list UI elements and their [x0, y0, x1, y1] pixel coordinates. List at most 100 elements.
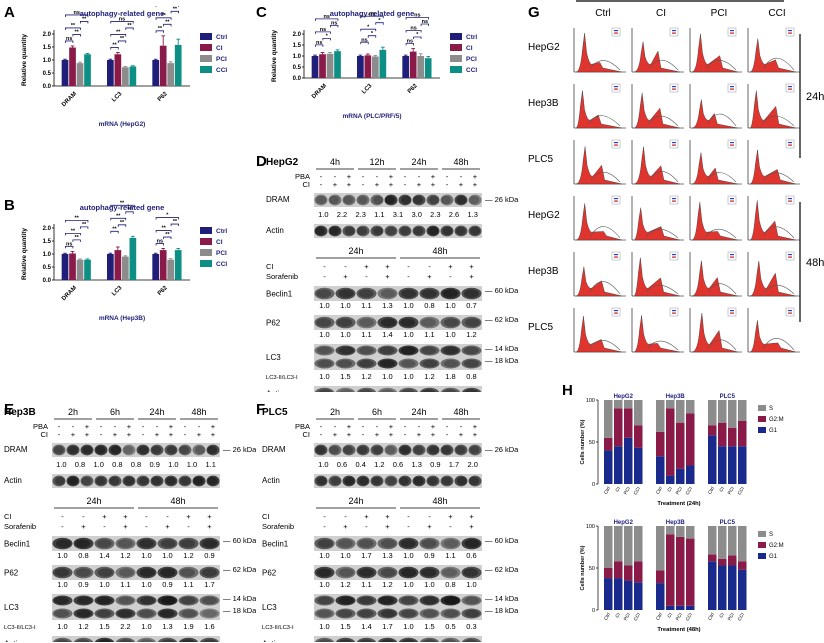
significance-bracket [155, 230, 172, 233]
lane-sign: + [81, 522, 86, 531]
band-lane [157, 636, 178, 642]
band-lane [440, 193, 454, 207]
lane-sign: - [82, 512, 85, 521]
histogram-plot [689, 139, 742, 185]
stack-segment [624, 408, 633, 438]
lane-sign: + [343, 272, 348, 281]
lane-sign: + [211, 422, 216, 431]
plot-legend-icon [669, 195, 679, 205]
group-label: 48h [806, 257, 824, 269]
histogram-plot [747, 27, 800, 73]
legend-label: PCI [216, 250, 227, 257]
quant-value: 1.3 [162, 622, 172, 631]
significance-label: ns [320, 27, 326, 33]
row-label: CI [4, 512, 12, 521]
legend-swatch [200, 238, 212, 245]
quant-value: 1.0 [403, 330, 413, 339]
lane-sign: - [428, 262, 431, 271]
significance-label: ** [112, 43, 117, 49]
y-tick-label: 0.0 [293, 76, 302, 82]
band-lane [150, 443, 164, 457]
lane-sign: + [102, 512, 107, 521]
stack-segment [686, 465, 695, 484]
y-axis-label: Relative quantity [271, 30, 278, 82]
quant-value: 1.0 [382, 372, 392, 381]
significance-label: * [367, 24, 370, 30]
band-lane [115, 607, 136, 620]
stack-segment [686, 413, 695, 466]
x-tick-label: LC3 [111, 91, 124, 104]
band-lane [440, 315, 461, 330]
lane-sign: + [427, 522, 432, 531]
quant-value: 1.0 [168, 460, 178, 469]
group-title: Hep3B [666, 394, 686, 400]
lane-sign: - [142, 430, 145, 439]
quant-value: 1.1 [205, 460, 215, 469]
band-lane [356, 443, 370, 457]
x-axis-label: Treatment (48h) [657, 627, 700, 633]
significance-label: ** [165, 232, 170, 238]
quant-value: 1.0 [319, 622, 329, 631]
stack-segment [728, 555, 737, 566]
stack-segment [728, 446, 737, 484]
quant-value: 1.0 [403, 301, 413, 310]
x-tick-label: Ctrl [603, 486, 612, 495]
lane-sign: - [72, 422, 75, 431]
significance-label: ** [161, 226, 166, 232]
legend-swatch [200, 33, 212, 40]
histogram-plot [631, 251, 684, 297]
band-lane [108, 474, 122, 488]
lane-sign: - [320, 422, 323, 431]
band-lane [398, 636, 419, 642]
quant-value: 1.2 [424, 372, 434, 381]
lane-sign: - [460, 422, 463, 431]
band-lane [164, 443, 178, 457]
time-label: 24h [411, 157, 426, 167]
lane-sign: + [347, 422, 352, 431]
lane-sign: + [389, 172, 394, 181]
lane-sign: + [186, 512, 191, 521]
band-label: LC3 [262, 603, 277, 612]
stack-segment [656, 456, 665, 484]
histogram-plot [689, 307, 742, 353]
significance-bracket [315, 31, 331, 34]
band-lane [377, 386, 398, 392]
y-tick-label: 0.5 [293, 65, 302, 71]
lane-sign: + [347, 172, 352, 181]
band-lane [314, 344, 335, 357]
band-lane [461, 536, 482, 551]
lane-sign: + [431, 430, 436, 439]
lane-sign: - [362, 180, 365, 189]
significance-label: ns [414, 13, 420, 19]
stack-segment [718, 446, 727, 484]
lane-sign: - [446, 422, 449, 431]
bar [379, 49, 387, 78]
band-lane [412, 224, 426, 238]
stack-segment [604, 526, 613, 568]
quant-value: 1.0 [57, 622, 67, 631]
quant-value: 1.0 [319, 301, 329, 310]
legend-swatch [758, 553, 766, 559]
quant-value: 1.0 [141, 551, 151, 560]
band-lane [454, 193, 468, 207]
quant-value: 2.0 [467, 460, 477, 469]
significance-bracket [65, 233, 81, 236]
bar [159, 45, 167, 86]
legend-swatch [200, 249, 212, 256]
x-tick-label: CCI [633, 612, 642, 622]
lane-sign: + [169, 430, 174, 439]
y-axis-label: Cells number (%) [580, 545, 586, 590]
y-tick-label: 0.5 [43, 265, 52, 271]
significance-bracket [110, 204, 134, 208]
quant-value: 0.8 [131, 460, 141, 469]
quant-value: 1.0 [141, 580, 151, 589]
band-lane [178, 607, 199, 620]
band-lane [398, 594, 419, 607]
stack-segment [738, 446, 747, 484]
legend-swatch [200, 66, 212, 73]
lane-sign: + [333, 180, 338, 189]
bar [122, 256, 129, 280]
band-lane [419, 386, 440, 392]
